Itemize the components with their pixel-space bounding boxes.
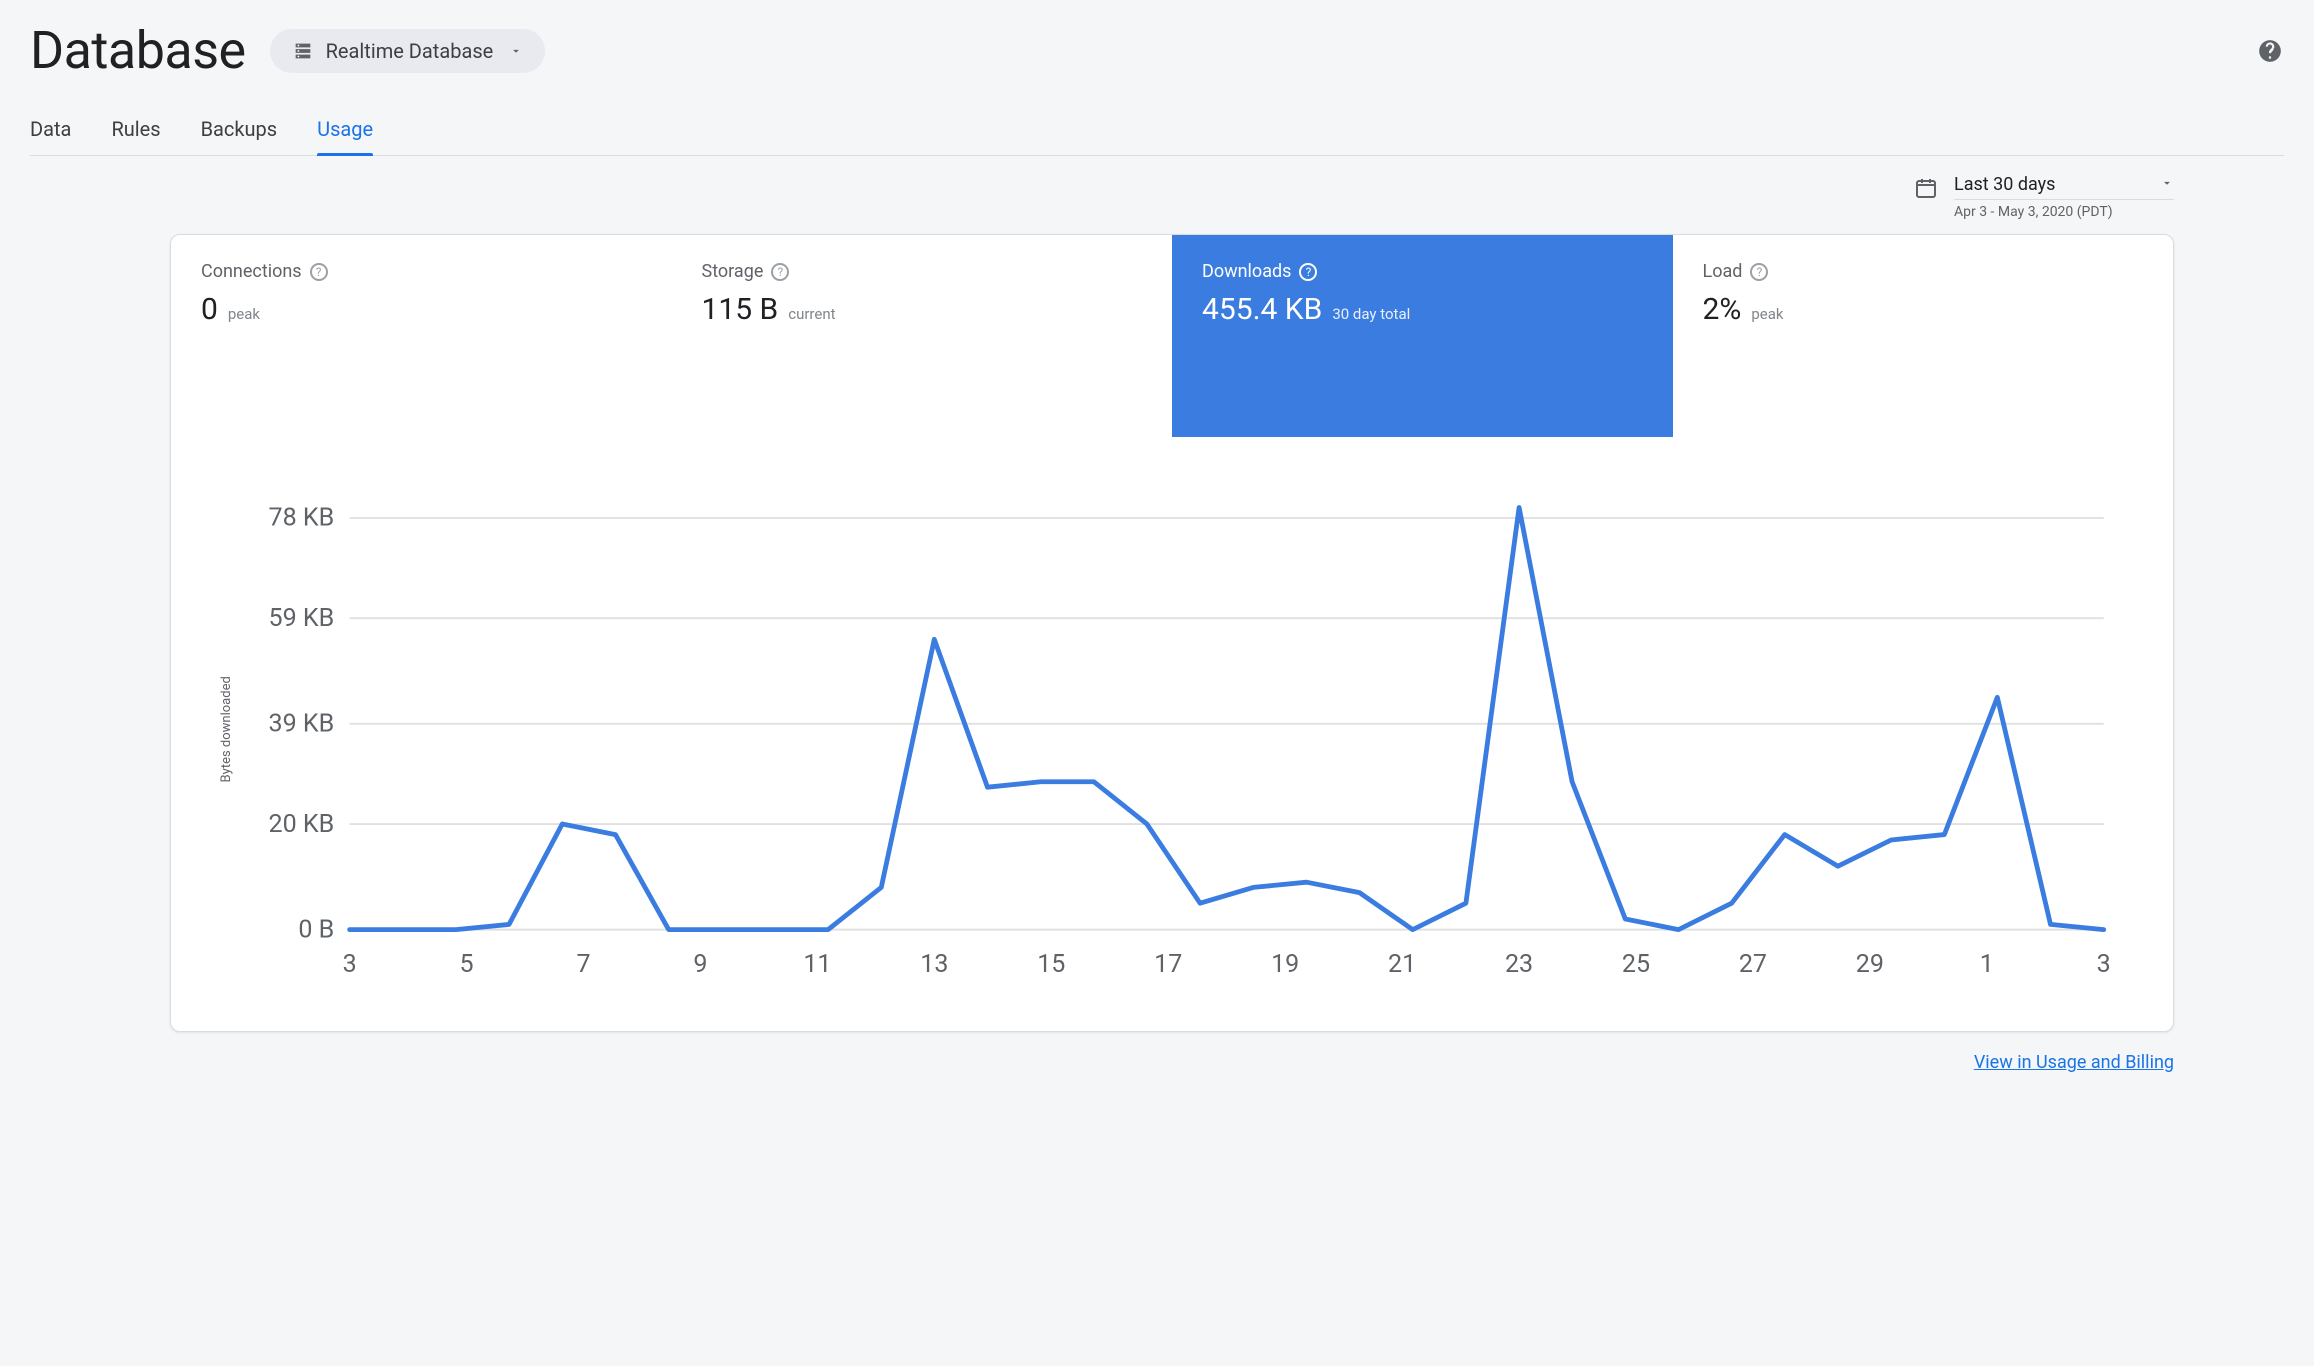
date-range-picker[interactable]: Last 30 days Apr 3 - May 3, 2020 (PDT) [1954,174,2174,220]
svg-text:39 KB: 39 KB [269,709,335,738]
svg-text:21: 21 [1388,950,1416,979]
metric-sub: 30 day total [1332,305,1410,323]
usage-card: Connections? 0 peak Storage? 115 B current Dow… [170,234,2174,1032]
svg-text:0 B: 0 B [298,915,334,944]
svg-text:1: 1 [1980,950,1994,979]
metric-value: 455.4 KB [1202,292,1322,327]
svg-text:20 KB: 20 KB [269,810,335,839]
database-icon [292,40,314,62]
chevron-down-icon [2160,174,2174,195]
metric-label: Connections [201,261,302,282]
tab-data[interactable]: Data [30,109,71,155]
calendar-icon [1914,176,1938,200]
downloads-chart: 0 B20 KB39 KB59 KB78 KB35791113151719212… [234,467,2123,991]
view-usage-billing-link[interactable]: View in Usage and Billing [1974,1052,2174,1073]
metric-storage[interactable]: Storage? 115 B current [672,235,1173,437]
svg-text:19: 19 [1271,950,1299,979]
database-selector[interactable]: Realtime Database [270,29,546,73]
svg-text:15: 15 [1037,950,1065,979]
metric-connections[interactable]: Connections? 0 peak [171,235,672,437]
svg-text:7: 7 [576,950,590,979]
metric-sub: peak [1751,305,1783,323]
svg-text:25: 25 [1622,950,1650,979]
svg-text:29: 29 [1856,950,1884,979]
svg-text:3: 3 [343,950,357,979]
metric-value: 0 [201,292,218,327]
svg-text:13: 13 [920,950,948,979]
svg-text:9: 9 [693,950,707,979]
svg-text:5: 5 [460,950,474,979]
help-circle-icon[interactable]: ? [1299,263,1317,281]
metric-sub: peak [228,305,260,323]
tab-usage[interactable]: Usage [317,109,373,155]
svg-text:17: 17 [1154,950,1182,979]
svg-text:27: 27 [1739,950,1767,979]
metric-value: 115 B [702,292,779,327]
tabs: Data Rules Backups Usage [30,109,2284,156]
metric-sub: current [788,305,835,323]
metric-value: 2% [1703,292,1742,327]
svg-text:23: 23 [1505,950,1533,979]
help-circle-icon[interactable]: ? [771,263,789,281]
metric-load[interactable]: Load? 2% peak [1673,235,2174,437]
help-circle-icon[interactable]: ? [1750,263,1768,281]
help-circle-icon[interactable]: ? [310,263,328,281]
svg-text:11: 11 [803,950,831,979]
chart-y-axis-label: Bytes downloaded [211,467,234,991]
tab-backups[interactable]: Backups [201,109,278,155]
date-range-main: Last 30 days [1954,174,2055,195]
metric-label: Downloads [1202,261,1291,282]
page-title: Database [30,20,246,81]
tab-rules[interactable]: Rules [111,109,160,155]
metric-downloads[interactable]: Downloads? 455.4 KB 30 day total [1172,235,1673,437]
svg-text:78 KB: 78 KB [269,504,335,533]
chevron-down-icon [509,44,523,58]
database-selector-label: Realtime Database [326,39,494,63]
svg-text:59 KB: 59 KB [269,604,335,633]
help-icon[interactable] [2256,37,2284,65]
date-range-sub: Apr 3 - May 3, 2020 (PDT) [1954,204,2174,220]
metric-label: Storage [702,261,764,282]
svg-text:3: 3 [2097,950,2111,979]
metric-label: Load [1703,261,1743,282]
